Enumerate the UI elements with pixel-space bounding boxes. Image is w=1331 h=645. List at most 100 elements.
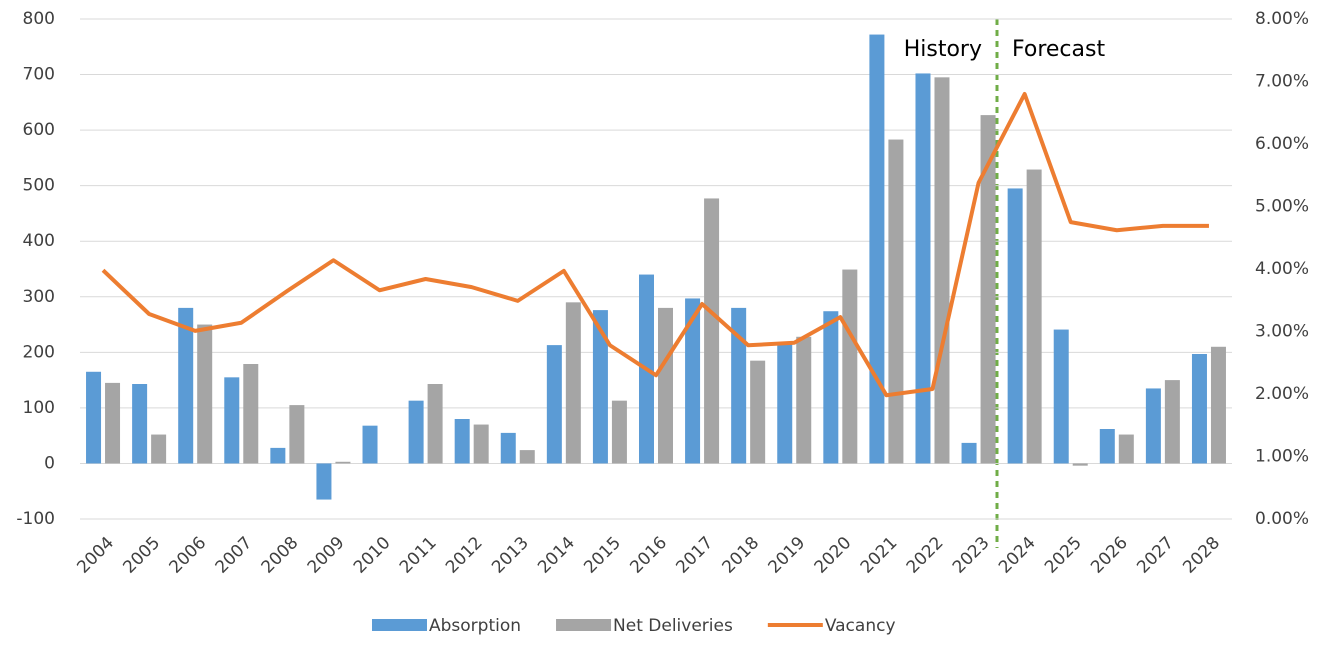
y-tick-label: 700 (23, 65, 55, 85)
x-tick-label: 2016 (626, 533, 671, 578)
bar (1007, 188, 1023, 464)
bar (316, 463, 332, 500)
x-tick-label: 2021 (857, 533, 902, 578)
x-tick-label: 2027 (1133, 533, 1178, 578)
bar (178, 307, 194, 464)
x-tick-label: 2018 (718, 533, 763, 578)
y-tick-label: 800 (23, 9, 55, 29)
bar (1053, 329, 1069, 464)
bar (685, 298, 701, 464)
bar (592, 310, 608, 464)
legend-label: Absorption (429, 616, 521, 636)
bar (658, 307, 673, 464)
x-tick-label: 2025 (1041, 533, 1086, 578)
bar (1099, 429, 1115, 464)
y-tick-label: -100 (16, 509, 55, 529)
bar (454, 419, 470, 464)
legend-swatch (372, 619, 427, 631)
y2-tick-label: 6.00% (1255, 134, 1309, 154)
y-tick-label: 0 (44, 453, 55, 473)
y2-tick-label: 2.00% (1255, 384, 1309, 404)
bar (500, 432, 516, 464)
bar (704, 198, 720, 464)
bar (611, 400, 627, 464)
bar (934, 77, 950, 464)
bar (1026, 169, 1042, 464)
y-tick-label: 500 (23, 176, 55, 196)
bar (1191, 354, 1207, 464)
x-tick-label: 2007 (212, 533, 257, 578)
x-tick-label: 2004 (73, 533, 118, 578)
x-tick-label: 2011 (396, 533, 441, 578)
bar (750, 360, 766, 464)
bar (335, 461, 351, 464)
x-tick-label: 2024 (995, 533, 1040, 578)
x-tick-label: 2013 (488, 533, 533, 578)
x-tick-label: 2014 (534, 533, 579, 578)
x-tick-label: 2008 (258, 533, 303, 578)
bar (151, 434, 167, 464)
bar (270, 447, 286, 464)
annotation: History (904, 37, 982, 62)
x-tick-label: 2005 (119, 533, 164, 578)
y2-tick-label: 0.00% (1255, 509, 1309, 529)
y2-tick-label: 3.00% (1255, 322, 1309, 342)
x-tick-label: 2026 (1087, 533, 1132, 578)
bar (105, 382, 121, 464)
bar (796, 336, 812, 464)
bar (243, 364, 259, 464)
y-tick-label: 400 (23, 231, 55, 251)
bar (842, 269, 858, 464)
bar (869, 34, 885, 464)
y-tick-label: 600 (23, 120, 55, 140)
y2-tick-label: 1.00% (1255, 447, 1309, 467)
bar (1164, 380, 1180, 464)
y-tick-label: 100 (23, 398, 55, 418)
x-tick-label: 2020 (811, 533, 856, 578)
x-tick-label: 2012 (442, 533, 487, 578)
line (101, 92, 1209, 398)
bar (731, 307, 747, 464)
bar (1145, 388, 1161, 464)
bar (86, 371, 102, 464)
bar (961, 442, 977, 464)
x-tick-label: 2015 (580, 533, 625, 578)
x-tick-label: 2017 (672, 533, 717, 578)
y2-tick-label: 8.00% (1255, 9, 1309, 29)
bar (777, 344, 793, 464)
x-tick-label: 2006 (166, 533, 211, 578)
bar (888, 139, 904, 464)
bar (197, 324, 213, 464)
bar (289, 405, 305, 464)
bar (823, 311, 839, 464)
legend-swatch (556, 619, 612, 631)
legend-label: Vacancy (825, 616, 896, 636)
bar (1072, 463, 1088, 466)
x-tick-label: 2028 (1179, 533, 1224, 578)
y-tick-label: 200 (23, 342, 55, 362)
plot: -100 0 100 200 300 400 500 600 700 800 0.00% 1.00% 2… (16, 9, 1309, 636)
bar (224, 377, 240, 464)
x-tick-label: 2009 (304, 533, 349, 578)
bar (362, 425, 378, 464)
y2-tick-label: 5.00% (1255, 197, 1309, 217)
bar (1210, 346, 1226, 464)
bar (427, 384, 443, 464)
bar (1118, 434, 1134, 464)
bar (408, 400, 424, 464)
bar (519, 450, 535, 464)
bar (132, 384, 148, 464)
y-tick-label: 300 (23, 287, 55, 307)
x-tick-label: 2010 (350, 533, 395, 578)
legend-label: Net Deliveries (613, 616, 733, 636)
bar (473, 424, 489, 464)
bar (546, 345, 562, 464)
x-tick-label: 2023 (949, 533, 994, 578)
bar (565, 302, 581, 464)
y2-tick-label: 7.00% (1255, 72, 1309, 92)
bar (980, 115, 996, 464)
annotation: Forecast (1012, 37, 1105, 62)
y2-tick-label: 4.00% (1255, 259, 1309, 279)
x-tick-label: 2019 (765, 533, 810, 578)
